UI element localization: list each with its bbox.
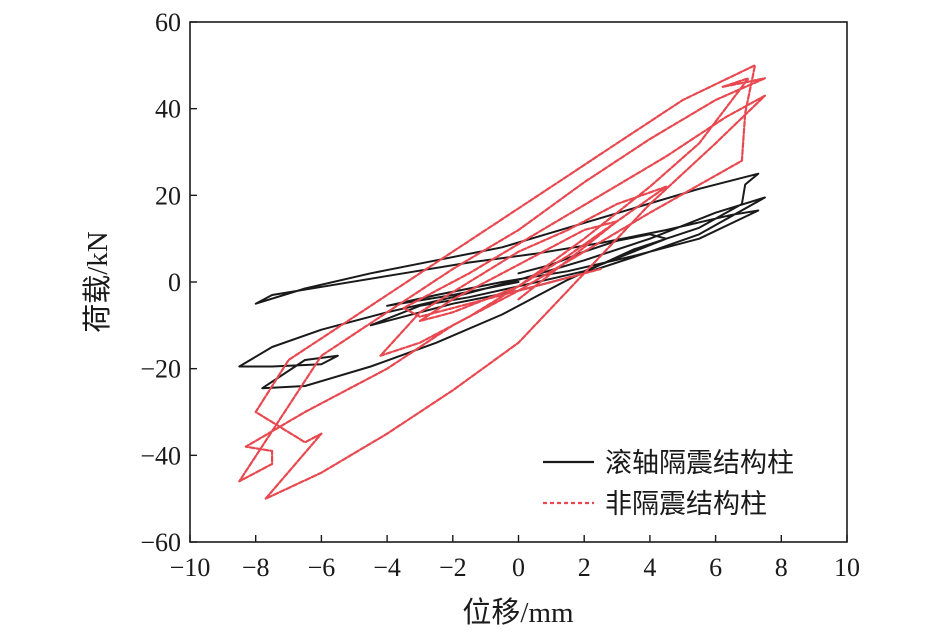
x-tick-label: −8 [242, 553, 270, 582]
series-line-1 [238, 172, 766, 390]
x-tick-label: 2 [578, 553, 591, 582]
x-tick-label: 0 [512, 553, 525, 582]
legend-label-series-1: 滚轴隔震结构柱 [605, 448, 794, 478]
x-tick-label: −10 [170, 553, 211, 582]
y-tick-label: 40 [155, 95, 181, 124]
series-line-2 [238, 64, 766, 500]
x-tick-label: 6 [709, 553, 722, 582]
x-tick-label: 8 [775, 553, 788, 582]
y-tick-label: 20 [155, 181, 181, 210]
y-tick-label: −20 [140, 355, 181, 384]
x-tick-label: −6 [308, 553, 336, 582]
x-tick-label: −2 [439, 553, 467, 582]
series-layer [238, 64, 766, 500]
y-tick-label: −40 [140, 441, 181, 470]
y-axis-title: 荷载/kN [81, 231, 114, 333]
y-tick-label: 60 [155, 8, 181, 37]
y-tick-label: −60 [140, 528, 181, 557]
x-axis-title: 位移/mm [462, 596, 574, 629]
y-tick-label: 0 [168, 268, 181, 297]
legend: 滚轴隔震结构柱 非隔震结构柱 [543, 448, 794, 519]
x-tick-label: 10 [834, 553, 860, 582]
x-tick-label: −4 [373, 553, 401, 582]
x-tick-label: 4 [643, 553, 656, 582]
legend-label-series-2: 非隔震结构柱 [605, 489, 767, 519]
